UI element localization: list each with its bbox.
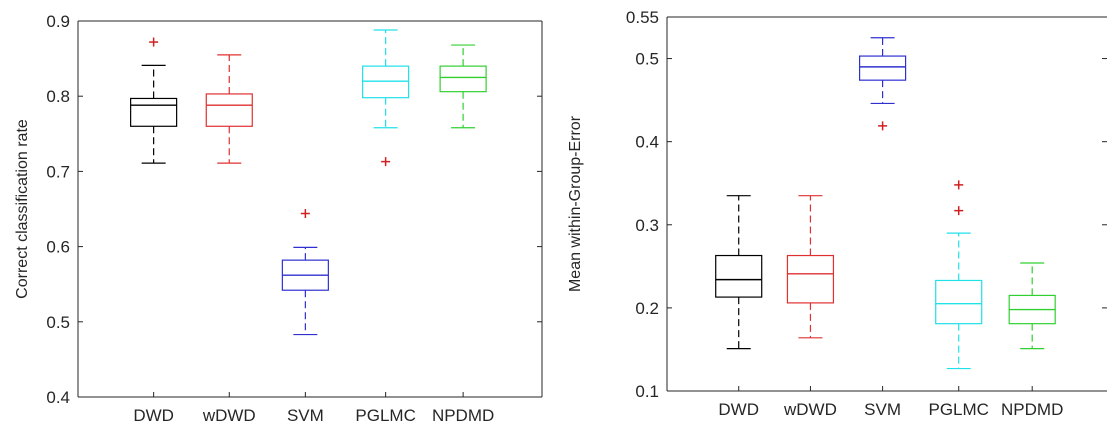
box-plot-pglmc: PGLMC — [355, 29, 416, 425]
iqr-box — [786, 254, 835, 304]
y-tick-label: 0.5 — [635, 50, 659, 69]
x-tick-label: wDWD — [783, 400, 837, 419]
box-plot-dwd: DWD — [715, 195, 763, 419]
x-tick-label: NPDMD — [1001, 400, 1063, 419]
iqr-box — [439, 65, 487, 93]
iqr-box — [205, 93, 253, 127]
x-tick-label: DWD — [133, 406, 174, 425]
y-tick-label: 0.5 — [46, 313, 70, 332]
x-tick-label: PGLMC — [928, 400, 988, 419]
y-axis-title: Correct classification rate — [14, 119, 31, 299]
chart-panel-2: 0.1 0.2 0.3 0.4 0.5 0.55 Mean within-Group-Err… — [567, 8, 1107, 419]
y-tick-label: 0.4 — [46, 388, 70, 407]
y-tick-label: 0.55 — [626, 8, 659, 27]
box-plot-wdwd: wDWD — [783, 195, 837, 419]
y-tick-label: 0.3 — [635, 216, 659, 235]
x-tick-label: DWD — [718, 400, 759, 419]
y-tick-label: 0.2 — [635, 299, 659, 318]
chart-panel-1: 0.4 0.5 0.6 0.7 0.8 0.9 Correct classification… — [14, 12, 543, 425]
x-tick-label: PGLMC — [355, 406, 415, 425]
box-plot-npdmd: NPDMD — [432, 44, 494, 425]
y-tick-label: 0.8 — [46, 87, 70, 106]
box-plot-dwd: DWD — [130, 37, 178, 425]
x-tick-label: NPDMD — [432, 406, 494, 425]
box-plot-pglmc: PGLMC — [928, 180, 989, 419]
y-tick-label: 0.1 — [635, 382, 659, 401]
y-tick-label: 0.4 — [635, 133, 659, 152]
iqr-box — [130, 97, 178, 127]
x-tick-label: SVM — [287, 406, 324, 425]
y-axis-title: Mean within-Group-Error — [567, 115, 584, 292]
box-plot-npdmd: NPDMD — [1001, 262, 1063, 419]
y-tick-label: 0.9 — [46, 12, 70, 31]
x-tick-label: SVM — [864, 400, 901, 419]
x-tick-label: wDWD — [202, 406, 256, 425]
iqr-box — [935, 279, 983, 325]
iqr-box — [362, 65, 410, 99]
y-tick-label: 0.7 — [46, 162, 70, 181]
box-plot-svm: SVM — [858, 37, 907, 419]
box-plot-svm: SVM — [281, 209, 329, 425]
iqr-box — [858, 55, 907, 81]
box-plot-wdwd: wDWD — [202, 54, 256, 425]
iqr-box — [715, 254, 763, 298]
y-tick-label: 0.6 — [46, 238, 70, 257]
